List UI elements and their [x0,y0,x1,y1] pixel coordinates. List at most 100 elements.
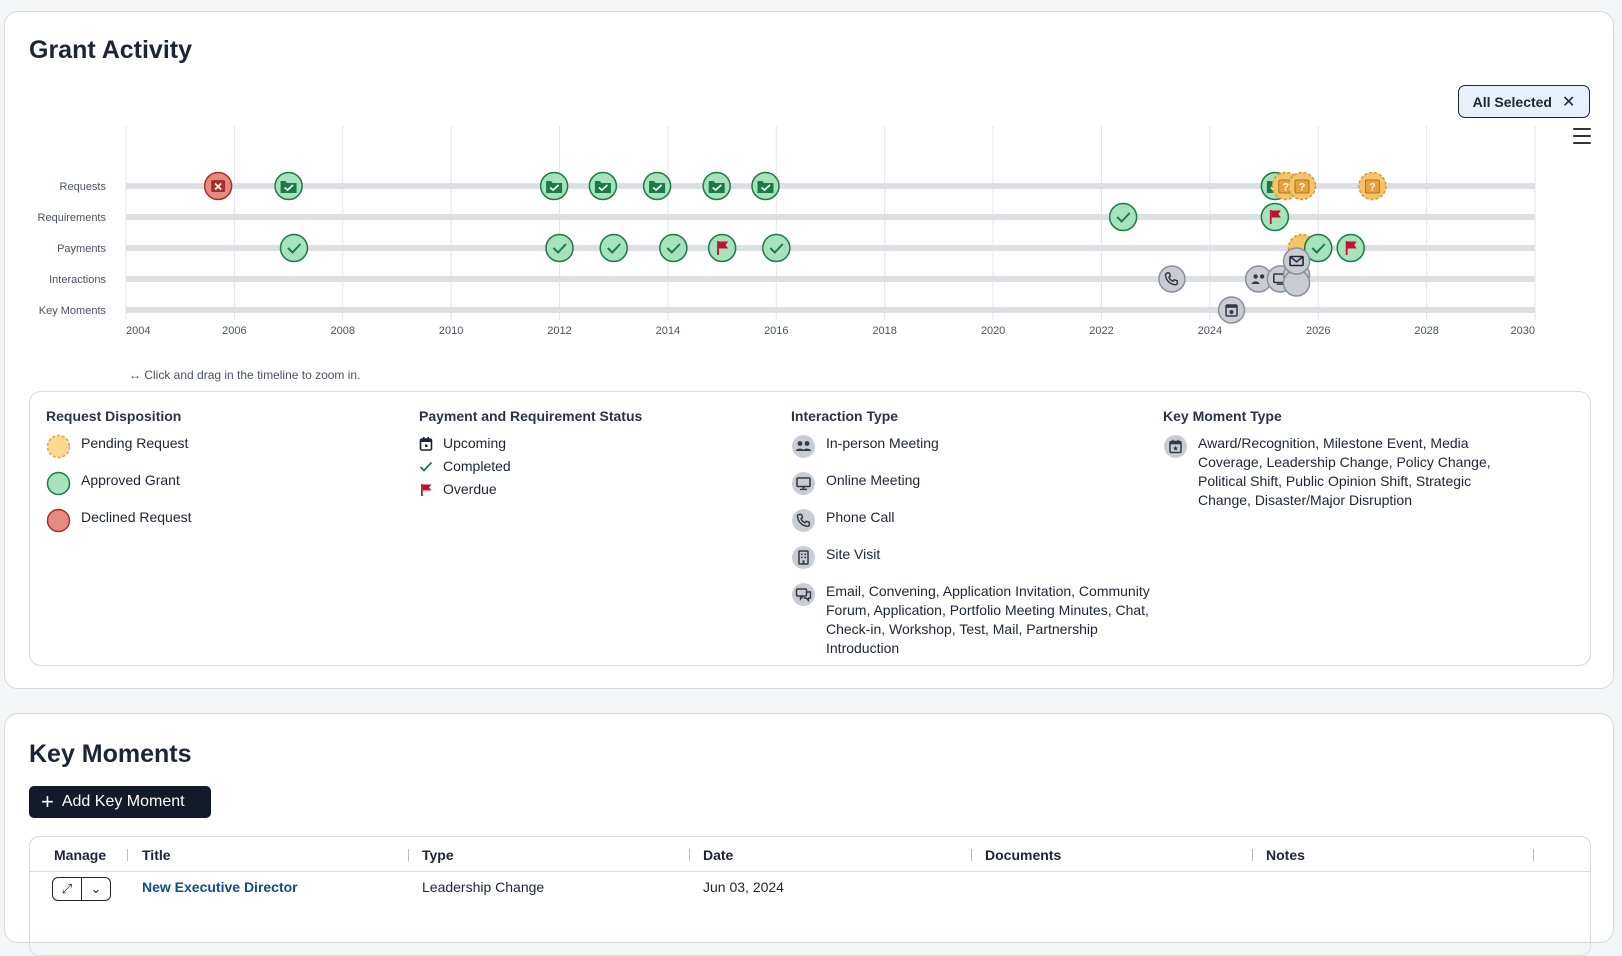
key-moments-title: Key Moments [29,740,192,768]
x-tick-label: 2030 [1511,325,1535,337]
timeline-event[interactable] [707,233,737,263]
column-divider[interactable] [689,849,690,861]
x-tick-label: 2010 [439,325,463,337]
key-moment-title-link[interactable]: New Executive Director [142,879,298,895]
event-marker [659,233,688,263]
timeline-event[interactable] [1282,247,1311,275]
hamburger-menu-icon[interactable] [1573,128,1591,144]
event-marker [545,233,574,263]
column-divider[interactable] [408,849,409,861]
legend-label: Overdue [443,481,497,497]
timeline-event[interactable] [1108,202,1138,232]
grant-timeline-chart[interactable]: 2004 2006 2008 2010 2012 2014 2016 2018 2020 2022… [5,112,1565,352]
timeline-event[interactable] [203,171,233,201]
x-tick-label: 2016 [764,325,788,337]
row-label: Requests [60,181,107,193]
legend-label: Online Meeting [826,472,921,488]
flag-icon [1271,210,1281,218]
check-icon [769,243,784,254]
x-tick-label: 2006 [222,325,246,337]
flag-icon [1347,241,1357,249]
legend-item: Upcoming [419,434,769,453]
folder-check-icon [280,181,297,193]
timeline-event[interactable] [751,171,780,201]
column-divider[interactable] [1252,849,1253,861]
person-head [1253,274,1258,279]
timeline-event[interactable]: ? [1287,171,1317,201]
timeline-event[interactable] [1158,265,1186,293]
timeline-event[interactable] [1336,233,1365,263]
calendar-icon [419,437,433,451]
approved-circle-icon [46,471,71,496]
timeline-event[interactable] [545,233,574,263]
timeline-event[interactable] [1217,296,1246,324]
add-key-moment-button[interactable]: + Add Key Moment [29,786,211,818]
timeline-event[interactable] [702,171,731,201]
column-divider[interactable] [127,849,128,861]
column-header-type[interactable]: Type [422,847,454,863]
legend-item: Overdue [419,480,769,499]
timeline-event[interactable]: ? [1358,171,1387,201]
folder-check-icon [708,181,725,193]
chevron-down-icon[interactable]: ⌄ [81,878,110,900]
timeline-event[interactable] [1260,202,1290,232]
legend-item: Approved Grant [46,471,396,496]
person-head [1259,274,1265,279]
timeline-event[interactable] [279,233,309,263]
column-divider[interactable] [971,849,972,861]
timeline-event[interactable] [1303,233,1333,263]
legend-item: Completed [419,457,769,476]
legend-label: Phone Call [826,509,895,525]
folder-check-icon [649,181,666,193]
x-tick-label: 2018 [872,325,896,337]
folder-check-icon [594,181,611,193]
timeline-event[interactable] [539,171,569,201]
close-icon[interactable]: ✕ [1561,93,1576,111]
check-mark [652,184,663,192]
column-header-documents[interactable]: Documents [985,847,1062,863]
legend-label: Email, Convening, Application Invitation… [826,583,1150,656]
row-label: Payments [57,243,106,255]
x-tick-label: 2014 [656,325,680,337]
event-marker [279,233,309,263]
column-header-notes[interactable]: Notes [1266,847,1305,863]
legend-item: Online Meeting [791,471,1151,496]
check-mark [712,184,722,192]
timeline-event[interactable] [659,233,688,263]
column-divider[interactable] [1533,849,1534,861]
event-marker [1158,265,1186,293]
monitor-stand [1276,283,1284,285]
question-mark: ? [1282,182,1289,194]
expand-icon[interactable]: ⤢ [61,881,73,896]
folder-check-icon [546,181,563,193]
folder-check-icon [757,181,774,193]
timeline-event[interactable] [1244,265,1273,293]
x-tick-label: 2028 [1414,325,1438,337]
event-marker [599,233,628,263]
legend-item: Email, Convening, Application Invitation… [791,582,1151,658]
column-header-date[interactable]: Date [703,847,734,863]
envelope-icon [1289,255,1304,267]
legend-label: Site Visit [826,546,881,562]
phone-icon [1164,272,1178,286]
check-mark [598,184,608,192]
check-mark [760,184,771,192]
timeline-event[interactable] [762,233,791,263]
event-marker [762,233,791,263]
key-moments-table: Manage Title Type Date Documents Notes ⤢… [29,836,1591,956]
timeline-event[interactable] [588,171,618,201]
check-icon [1311,243,1326,254]
people-icon [792,435,815,458]
column-header-title[interactable]: Title [142,847,171,863]
check-icon [552,243,567,254]
add-key-moment-label: Add Key Moment [61,793,185,810]
timeline-event[interactable] [599,233,628,263]
timeline-event[interactable] [274,171,303,201]
legend-item: In-person Meeting [791,434,1151,459]
building-icon [792,546,815,569]
column-header-manage[interactable]: Manage [54,847,107,863]
all-selected-filter-chip[interactable]: All Selected ✕ [1458,85,1590,118]
timeline-event[interactable] [642,171,672,201]
legend-item: Declined Request [46,508,396,533]
key-moment-type: Leadership Change [422,879,545,895]
